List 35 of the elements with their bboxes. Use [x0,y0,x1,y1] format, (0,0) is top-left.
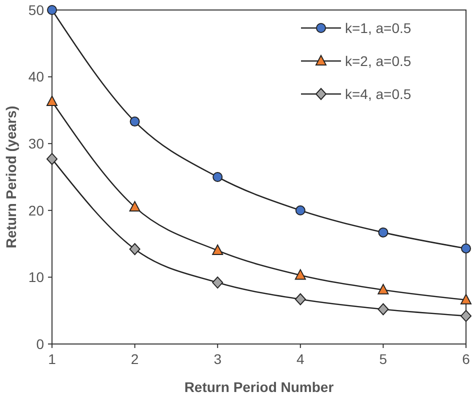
x-axis-title: Return Period Number [184,379,334,395]
point [460,310,472,322]
x-tick-label: 6 [462,351,470,367]
point [46,96,58,106]
y-tick-label: 0 [36,336,44,352]
point [212,276,224,289]
legend-label: k=1, a=0.5 [345,20,412,36]
y-tick-label: 10 [28,269,44,286]
point [378,303,389,316]
point [378,284,389,294]
x-tick-label: 3 [214,351,222,367]
y-tick-label: 40 [28,68,44,85]
x-tick-label: 4 [296,351,304,367]
point [129,243,140,256]
point [295,205,306,216]
point [461,243,471,254]
x-tick-label: 5 [379,351,388,367]
y-axis-title: Return Period (years) [3,106,19,248]
point [46,152,58,165]
legend-label: k=2, a=0.5 [345,52,412,69]
y-tick-label: 30 [28,136,44,152]
point [130,116,140,127]
point [378,227,388,238]
point [460,294,472,304]
x-tick-label: 2 [130,351,139,367]
x-tick-label: 1 [48,351,56,367]
y-tick-label: 20 [28,202,44,218]
point [47,5,57,15]
point [212,172,223,182]
point [294,293,306,306]
legend-label: k=4, a=0.5 [345,86,412,102]
point [294,269,306,280]
y-tick-label: 50 [28,2,44,18]
point [129,201,140,212]
point [212,244,224,255]
